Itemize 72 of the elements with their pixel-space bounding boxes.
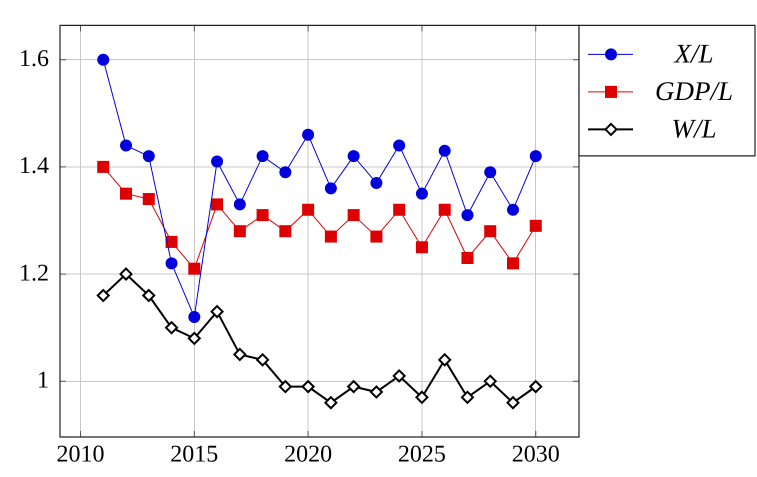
point (324, 182, 337, 194)
point (166, 257, 178, 270)
point (120, 139, 132, 152)
point (188, 262, 200, 275)
point (324, 396, 338, 410)
point (370, 176, 382, 189)
point (484, 374, 497, 388)
point (234, 198, 246, 210)
point (278, 380, 292, 394)
y-tick-label: 1 (37, 368, 49, 394)
point (211, 198, 224, 210)
point (256, 150, 269, 162)
point (415, 390, 428, 404)
point (256, 209, 269, 222)
point (96, 289, 110, 302)
point (302, 204, 314, 216)
point (188, 310, 200, 323)
point (233, 348, 246, 361)
legend-label: GDP/L (654, 76, 734, 106)
point (302, 128, 314, 141)
y-tick-label: 1.2 (19, 260, 49, 286)
point (348, 150, 360, 162)
point (97, 54, 110, 66)
point (461, 209, 474, 222)
point (506, 204, 519, 216)
point (302, 380, 315, 394)
point (416, 241, 428, 254)
y-tick-label: 1.4 (19, 153, 49, 180)
point (460, 390, 474, 404)
point (348, 209, 360, 222)
x-tick-label: 2015 (170, 442, 218, 468)
legend-label: W/L (671, 113, 717, 144)
y-tick-label: 1.6 (19, 46, 49, 72)
legend-label: X/L (673, 38, 714, 68)
point (211, 156, 224, 168)
point (484, 225, 496, 238)
point (370, 230, 382, 243)
point (438, 204, 451, 216)
point (165, 321, 178, 334)
point (279, 166, 292, 178)
point (256, 353, 270, 366)
point (324, 230, 337, 243)
point (234, 225, 246, 238)
point (393, 139, 406, 152)
point (506, 257, 519, 270)
point (97, 160, 110, 173)
point (120, 268, 133, 281)
point (392, 369, 406, 382)
x-tick-label: 2010 (56, 442, 104, 468)
point (416, 188, 428, 200)
point (530, 150, 542, 162)
point (142, 289, 156, 302)
x-tick-label: 2025 (398, 442, 446, 468)
point (347, 380, 360, 394)
point (506, 396, 520, 410)
x-tick-label: 2030 (512, 442, 560, 468)
point (370, 385, 383, 398)
point (530, 220, 542, 232)
point (484, 166, 496, 178)
point (438, 144, 451, 157)
point (461, 252, 474, 264)
point (120, 188, 132, 200)
point (393, 204, 406, 216)
point (188, 332, 201, 345)
x-tick-label: 2020 (284, 442, 332, 468)
point (142, 150, 155, 162)
point (142, 193, 155, 206)
point (438, 353, 452, 366)
point (210, 305, 224, 318)
point (166, 236, 178, 248)
point (279, 225, 292, 238)
point (529, 380, 542, 394)
